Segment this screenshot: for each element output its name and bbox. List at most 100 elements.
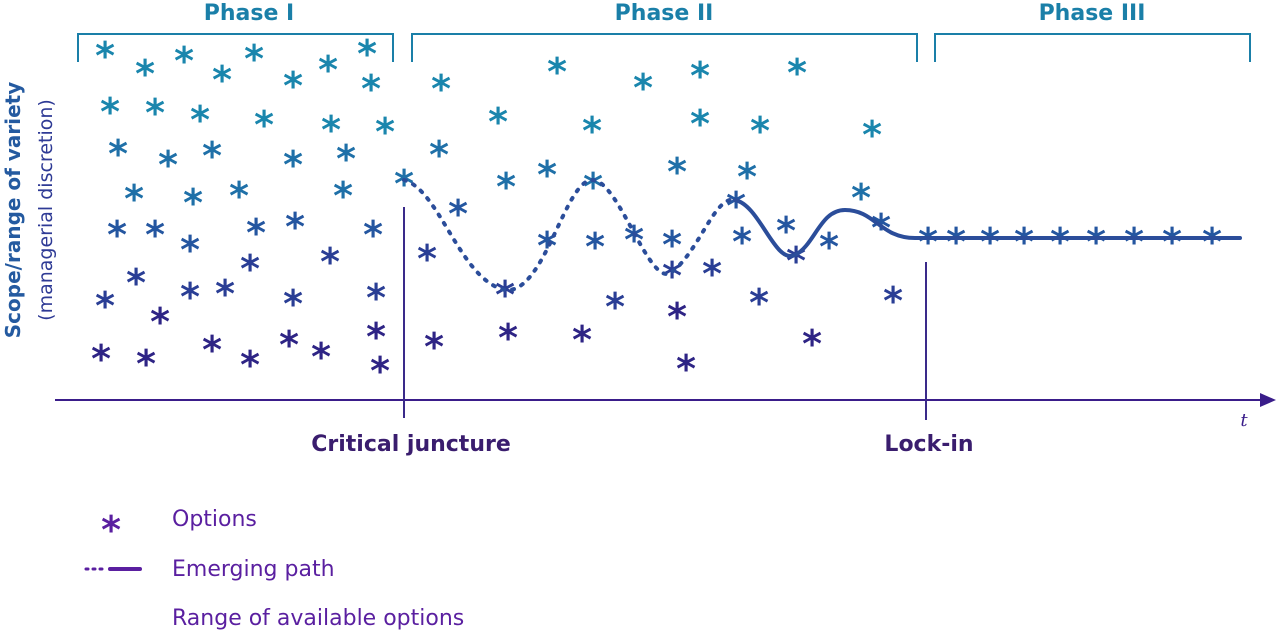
option-marker: * (183, 181, 203, 225)
phase-bracket-2 (411, 33, 918, 62)
option-marker: * (633, 66, 653, 110)
option-marker: * (750, 109, 770, 153)
option-marker: * (321, 108, 341, 152)
option-marker: * (244, 37, 264, 81)
option-marker: * (366, 276, 386, 320)
option-marker: * (202, 134, 222, 178)
option-marker: * (667, 295, 687, 339)
legend-range-label: Range of available options (172, 606, 464, 631)
option-marker: * (690, 102, 710, 146)
option-marker: * (862, 113, 882, 157)
option-marker: * (429, 133, 449, 177)
option-marker: * (776, 209, 796, 253)
option-marker: * (158, 143, 178, 187)
option-marker: * (135, 52, 155, 96)
option-marker: * (417, 237, 437, 281)
option-marker: * (180, 275, 200, 319)
option-marker: * (749, 281, 769, 325)
option-marker: * (424, 325, 444, 369)
option-marker: * (572, 318, 592, 362)
option-marker: * (285, 205, 305, 249)
option-marker: * (448, 192, 468, 236)
option-marker: * (124, 177, 144, 221)
option-marker: * (1014, 220, 1034, 264)
options-scatter: * * * * ** * *** * * * * **** * * ** * *** * * * * ** * * * * ** * *… (91, 32, 1222, 393)
option-marker: * (145, 213, 165, 257)
y-axis-subtitle: (managerial discretion) (35, 99, 57, 321)
emerging-path-dotted (402, 177, 737, 293)
option-marker: * (851, 176, 871, 220)
option-marker: * (1124, 220, 1144, 264)
option-marker: * (786, 239, 806, 283)
option-marker: * (1162, 220, 1182, 264)
option-marker: * (883, 279, 903, 323)
option-marker: * (145, 91, 165, 135)
option-marker: * (283, 64, 303, 108)
option-marker: * (802, 322, 822, 366)
option-marker: * (283, 143, 303, 187)
legend-options-icon: * (101, 508, 121, 552)
option-marker: * (363, 213, 383, 257)
option-marker: * (732, 220, 752, 264)
phase-bracket-1 (77, 33, 394, 62)
option-marker: * (190, 98, 210, 142)
option-marker: * (361, 67, 381, 111)
option-marker: * (1050, 220, 1070, 264)
option-marker: * (498, 316, 518, 360)
option-marker: * (582, 109, 602, 153)
option-marker: * (150, 300, 170, 344)
option-marker: * (320, 240, 340, 284)
option-marker: * (547, 50, 567, 94)
option-marker: * (174, 39, 194, 83)
option-marker: * (787, 51, 807, 95)
option-marker: * (662, 254, 682, 298)
option-marker: * (91, 337, 111, 381)
option-marker: * (676, 347, 696, 391)
option-marker: * (107, 213, 127, 257)
option-marker: * (283, 282, 303, 326)
option-marker: * (318, 48, 338, 92)
option-marker: * (624, 218, 644, 262)
option-marker: * (431, 67, 451, 111)
option-marker: * (737, 155, 757, 199)
option-marker: * (662, 223, 682, 267)
option-marker: * (311, 335, 331, 379)
legend-options-label: Options (172, 507, 257, 532)
option-marker: * (394, 162, 414, 206)
option-marker: * (246, 211, 266, 255)
option-marker: * (215, 272, 235, 316)
x-axis-label: t (1240, 410, 1248, 431)
option-marker: * (366, 315, 386, 359)
option-marker: * (229, 174, 249, 218)
phase-2-label: Phase II (615, 1, 714, 26)
option-marker: * (240, 343, 260, 387)
option-marker: * (1086, 220, 1106, 264)
y-axis-title: Scope/range of variety (1, 82, 25, 338)
option-marker: * (819, 225, 839, 269)
phase-1-label: Phase I (204, 1, 295, 26)
phase-bracket-3 (934, 33, 1251, 62)
option-marker: * (180, 228, 200, 272)
option-marker: * (336, 137, 356, 181)
option-marker: * (357, 32, 377, 76)
critical-juncture-label: Critical juncture (311, 432, 511, 457)
option-marker: * (375, 110, 395, 154)
option-marker: * (726, 184, 746, 228)
option-marker: * (980, 220, 1000, 264)
option-marker: * (918, 220, 938, 264)
option-marker: * (583, 165, 603, 209)
option-marker: * (254, 103, 274, 147)
lock-in-label: Lock-in (884, 432, 973, 457)
phase-3-label: Phase III (1039, 1, 1146, 26)
option-marker: * (240, 247, 260, 291)
option-marker: * (702, 252, 722, 296)
option-marker: * (136, 342, 156, 386)
emerging-path-solid (733, 198, 1242, 259)
option-marker: * (333, 174, 353, 218)
option-marker: * (95, 284, 115, 328)
option-marker: * (496, 165, 516, 209)
option-marker: * (212, 58, 232, 102)
option-marker: * (108, 132, 128, 176)
option-marker: * (1202, 220, 1222, 264)
option-marker: * (279, 323, 299, 367)
